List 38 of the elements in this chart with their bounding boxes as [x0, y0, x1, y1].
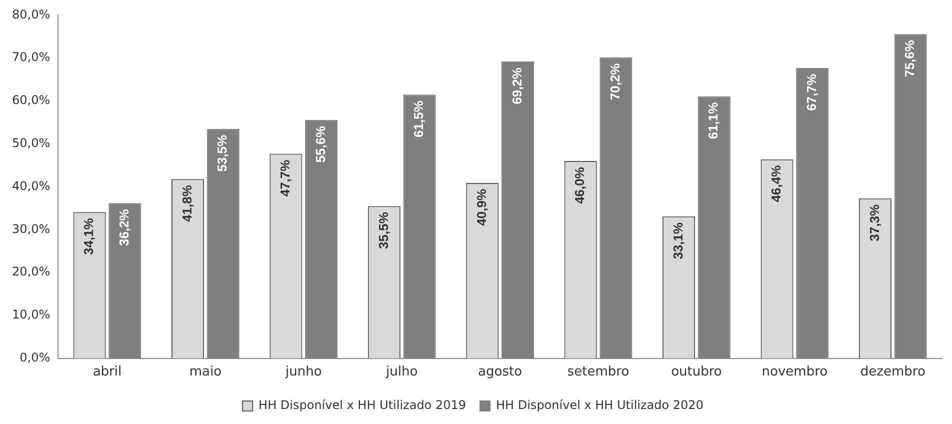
data-label: 67,7%	[804, 74, 819, 111]
data-label: 37,3%	[866, 204, 882, 242]
x-tick-label: agosto	[478, 364, 522, 380]
data-label: 61,5%	[411, 100, 426, 138]
x-tick-label: outubro	[671, 364, 722, 380]
y-tick-label: 10,0%	[12, 308, 50, 322]
y-tick-label: 0,0%	[20, 350, 50, 365]
data-label: 33,1%	[670, 222, 686, 260]
data-label: 41,8%	[179, 184, 194, 222]
y-tick-label: 70,0%	[12, 50, 50, 64]
y-tick-label: 20,0%	[12, 264, 50, 279]
legend-label: HH Disponível x HH Utilizado 2019	[258, 398, 466, 412]
data-label: 61,1%	[706, 102, 721, 140]
data-label: 40,9%	[474, 188, 489, 226]
y-tick-label: 40,0%	[12, 178, 50, 193]
legend-label: HH Disponível x HH Utilizado 2020	[496, 398, 704, 412]
x-tick-label: junho	[284, 364, 322, 380]
data-label: 47,7%	[278, 159, 293, 197]
data-label: 53,5%	[214, 134, 230, 172]
x-tick-label: novembro	[762, 364, 828, 380]
y-tick-label: 60,0%	[12, 93, 50, 108]
data-label: 55,6%	[312, 125, 328, 163]
x-tick-label: dezembro	[860, 364, 926, 380]
data-label: 69,2%	[509, 67, 524, 104]
x-tick-label: abril	[92, 364, 122, 380]
x-tick-label: setembro	[567, 364, 630, 380]
data-label: 35,5%	[376, 212, 391, 249]
data-label: 36,2%	[116, 208, 132, 246]
x-tick-label: julho	[385, 364, 418, 380]
x-tick-label: maio	[189, 364, 222, 380]
data-label: 75,6%	[902, 40, 918, 77]
data-label: 46,0%	[572, 166, 588, 204]
y-tick-label: 80,0%	[12, 7, 50, 22]
y-tick-label: 30,0%	[12, 222, 50, 236]
y-tick-label: 50,0%	[12, 136, 50, 150]
data-label: 70,2%	[608, 62, 623, 100]
data-label: 34,1%	[81, 218, 96, 255]
data-label: 46,4%	[768, 164, 784, 202]
